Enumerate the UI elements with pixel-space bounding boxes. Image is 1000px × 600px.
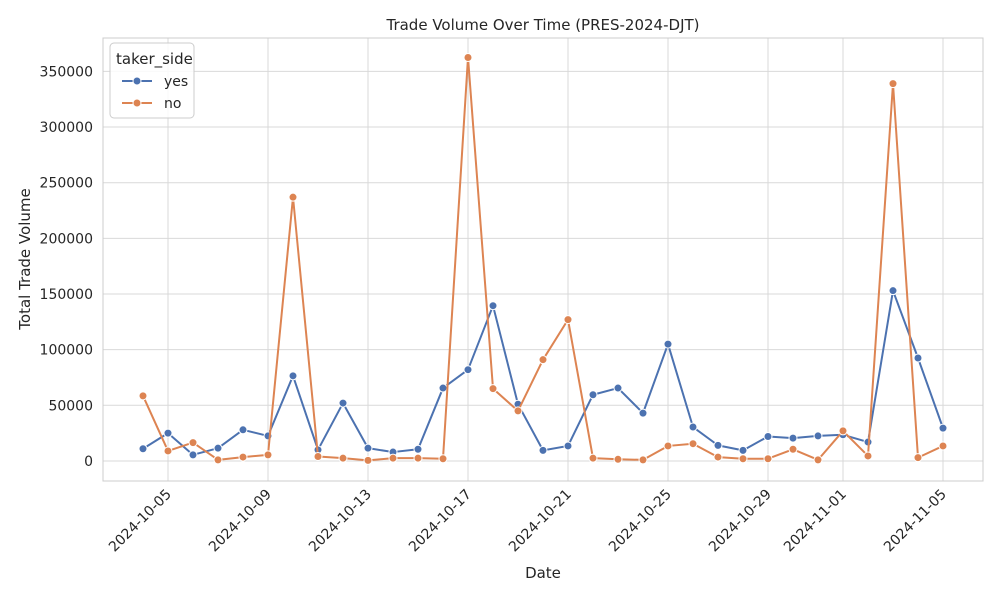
- y-tick-label: 0: [84, 454, 93, 470]
- data-point-no: [338, 453, 348, 463]
- plot-frame: [102, 37, 984, 482]
- x-axis-title: Date: [525, 564, 561, 582]
- y-tick-label: 150000: [40, 287, 93, 303]
- legend: taker_side yes no: [109, 42, 195, 119]
- data-point-yes: [163, 428, 173, 438]
- legend-marker: [132, 76, 142, 86]
- data-point-yes: [488, 301, 498, 311]
- legend-entry-no: no: [122, 96, 181, 112]
- data-point-yes: [638, 408, 648, 418]
- y-tick-label: 200000: [40, 231, 93, 247]
- y-tick-label: 250000: [40, 176, 93, 192]
- y-tick-label: 50000: [48, 398, 93, 414]
- data-point-no: [763, 454, 773, 464]
- data-point-yes: [238, 425, 248, 435]
- data-point-no: [488, 384, 498, 394]
- data-point-yes: [438, 383, 448, 393]
- data-point-no: [313, 452, 323, 462]
- data-point-no: [563, 315, 573, 325]
- data-point-no: [588, 453, 598, 463]
- data-point-no: [363, 455, 373, 465]
- data-point-yes: [688, 422, 698, 432]
- data-point-no: [163, 446, 173, 456]
- legend-label: yes: [164, 74, 188, 90]
- data-point-no: [438, 454, 448, 464]
- data-point-yes: [538, 445, 548, 455]
- y-axis-title: Total Trade Volume: [16, 188, 34, 330]
- data-point-yes: [913, 353, 923, 363]
- data-point-yes: [138, 444, 148, 454]
- data-point-yes: [888, 286, 898, 296]
- data-point-no: [188, 438, 198, 448]
- data-point-no: [413, 453, 423, 463]
- data-point-no: [838, 426, 848, 436]
- data-point-yes: [663, 339, 673, 349]
- data-point-no: [813, 455, 823, 465]
- data-point-no: [913, 453, 923, 463]
- data-point-yes: [213, 443, 223, 453]
- data-point-yes: [613, 383, 623, 393]
- data-point-no: [513, 406, 523, 416]
- data-point-no: [638, 455, 648, 465]
- legend-marker: [132, 98, 142, 108]
- data-point-no: [613, 454, 623, 464]
- data-point-no: [688, 439, 698, 449]
- y-tick-label: 100000: [40, 343, 93, 359]
- data-point-no: [288, 192, 298, 202]
- data-point-no: [388, 453, 398, 463]
- data-point-yes: [938, 423, 948, 433]
- series-no: [138, 52, 948, 465]
- data-point-yes: [363, 443, 373, 453]
- data-point-no: [738, 454, 748, 464]
- data-point-no: [538, 355, 548, 365]
- data-point-yes: [288, 371, 298, 381]
- data-point-no: [788, 444, 798, 454]
- data-point-no: [263, 450, 273, 460]
- data-point-no: [713, 452, 723, 462]
- data-point-yes: [763, 431, 773, 441]
- data-point-no: [138, 391, 148, 401]
- data-point-no: [463, 52, 473, 62]
- data-point-no: [238, 452, 248, 462]
- legend-entry-yes: yes: [122, 74, 188, 90]
- data-point-no: [663, 441, 673, 451]
- data-point-yes: [188, 450, 198, 460]
- data-point-yes: [713, 440, 723, 450]
- data-point-yes: [788, 433, 798, 443]
- data-point-no: [888, 79, 898, 89]
- y-tick-label: 350000: [40, 64, 93, 80]
- series-layer: [138, 52, 948, 465]
- chart-title: Trade Volume Over Time (PRES-2024-DJT): [385, 16, 699, 34]
- data-point-yes: [563, 441, 573, 451]
- y-tick-label: 300000: [40, 120, 93, 136]
- data-point-yes: [463, 365, 473, 375]
- data-point-yes: [413, 444, 423, 454]
- data-point-no: [213, 455, 223, 465]
- data-point-no: [938, 441, 948, 451]
- data-point-yes: [338, 398, 348, 408]
- data-point-yes: [738, 445, 748, 455]
- data-point-no: [863, 451, 873, 461]
- legend-label: no: [164, 96, 181, 112]
- data-point-yes: [813, 431, 823, 441]
- legend-title: taker_side: [116, 50, 193, 69]
- data-point-yes: [588, 390, 598, 400]
